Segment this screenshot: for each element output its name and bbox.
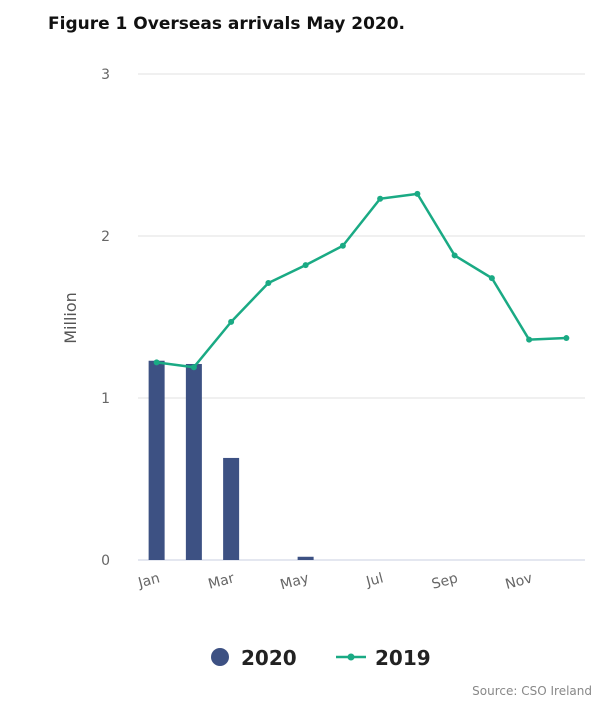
y-axis-ticks: 0 1 2 3 <box>101 67 110 569</box>
chart-svg: 0 1 2 3 Million Jan Mar May Jul Sep Nov 2020 201… <box>61 67 585 670</box>
x-tick-label: May <box>279 570 311 593</box>
y-axis-label: Million <box>61 292 80 344</box>
point-2019-may[interactable] <box>302 262 309 269</box>
bar-2020-feb[interactable] <box>185 363 202 560</box>
y-tick-label: 0 <box>101 553 110 569</box>
line-series-2019 <box>153 190 570 371</box>
legend-label-2020[interactable]: 2020 <box>241 646 297 670</box>
point-2019-dec[interactable] <box>563 335 570 342</box>
bar-2020-may[interactable] <box>297 556 314 560</box>
point-2019-jul[interactable] <box>377 195 384 202</box>
point-2019-mar[interactable] <box>228 318 235 325</box>
legend-marker-2019-dot <box>347 653 355 661</box>
legend-marker-2020 <box>211 648 229 666</box>
x-tick-label: Jan <box>136 570 162 591</box>
x-tick-label: Nov <box>504 570 535 593</box>
point-2019-oct[interactable] <box>488 275 495 282</box>
x-tick-label: Mar <box>206 570 236 592</box>
legend-label-2019[interactable]: 2019 <box>375 646 431 670</box>
x-axis-ticks: Jan Mar May Jul Sep Nov <box>136 570 534 593</box>
point-2019-feb[interactable] <box>190 364 197 371</box>
point-2019-sep[interactable] <box>451 252 458 259</box>
legend[interactable]: 2020 2019 <box>211 646 431 670</box>
y-tick-label: 3 <box>101 67 110 83</box>
x-tick-label: Jul <box>364 570 385 590</box>
grid <box>138 73 585 561</box>
bar-2020-mar[interactable] <box>223 457 240 560</box>
point-2019-aug[interactable] <box>414 190 421 197</box>
chart-title: Figure 1 Overseas arrivals May 2020. <box>48 14 406 34</box>
bar-2020-jan[interactable] <box>148 360 165 560</box>
y-tick-label: 2 <box>101 229 110 245</box>
x-tick-label: Sep <box>430 570 460 592</box>
line-2019[interactable] <box>156 192 567 369</box>
point-2019-apr[interactable] <box>265 279 272 286</box>
source-credit: Source: CSO Ireland <box>472 684 592 698</box>
point-2019-nov[interactable] <box>526 336 533 343</box>
point-2019-jun[interactable] <box>339 242 346 249</box>
y-tick-label: 1 <box>101 391 110 407</box>
bar-series-2020 <box>148 360 314 560</box>
point-2019-jan[interactable] <box>153 359 160 366</box>
